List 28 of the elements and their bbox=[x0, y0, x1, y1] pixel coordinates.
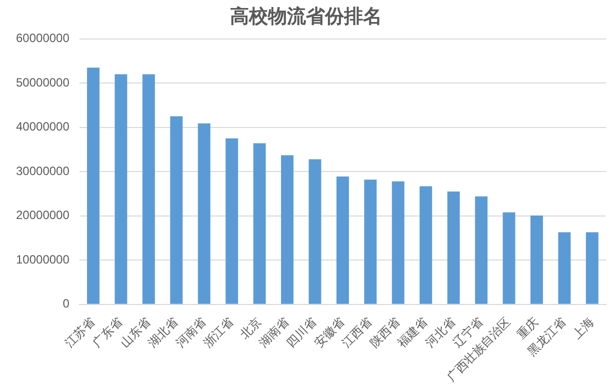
bar bbox=[502, 212, 516, 304]
x-tick-label: 上海 bbox=[570, 314, 596, 342]
y-tick-label: 20000000 bbox=[16, 208, 70, 222]
bar bbox=[336, 176, 349, 304]
bar bbox=[475, 196, 488, 304]
bar bbox=[364, 180, 377, 304]
y-tick-label: 40000000 bbox=[16, 120, 70, 134]
bar bbox=[420, 186, 432, 304]
bar bbox=[226, 138, 238, 304]
y-tick-label: 60000000 bbox=[16, 31, 70, 46]
chart-title: 高校物流省份排名 bbox=[230, 5, 382, 28]
bar bbox=[558, 232, 571, 304]
bar bbox=[114, 74, 128, 304]
bar bbox=[198, 123, 210, 304]
bar bbox=[447, 192, 460, 304]
y-tick-label: 0 bbox=[62, 296, 70, 311]
y-tick-label: 10000000 bbox=[16, 252, 70, 266]
y-tick-label: 30000000 bbox=[16, 164, 70, 178]
bar bbox=[87, 68, 100, 304]
bar bbox=[308, 159, 322, 304]
bar bbox=[392, 181, 404, 304]
bar bbox=[142, 74, 155, 304]
bar bbox=[253, 143, 266, 304]
bar bbox=[281, 155, 294, 304]
y-tick-label: 50000000 bbox=[16, 75, 70, 90]
bar bbox=[586, 232, 598, 304]
bar bbox=[170, 116, 183, 304]
bar bbox=[530, 215, 543, 304]
